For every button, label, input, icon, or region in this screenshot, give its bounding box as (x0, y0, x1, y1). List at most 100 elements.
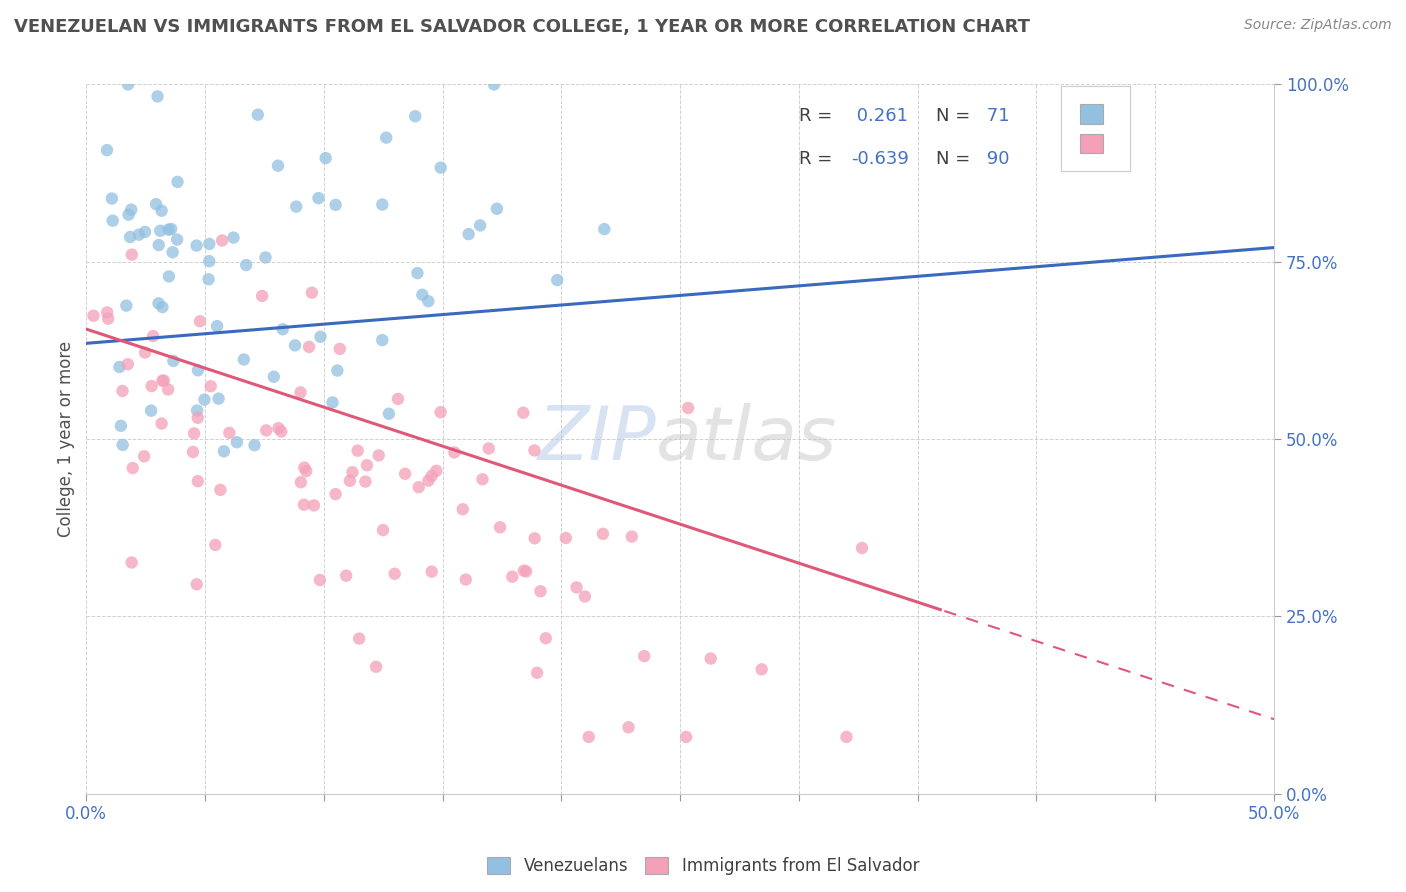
Point (97, 311, 120, 326)
Point (513, 564, 536, 578)
Point (489, 520, 512, 534)
Point (211, 234, 233, 248)
Point (308, 191, 330, 205)
Point (120, 202, 142, 217)
Point (148, 238, 170, 252)
Point (225, 435, 247, 450)
Legend: Venezuelans, Immigrants from El Salvador: Venezuelans, Immigrants from El Salvador (486, 856, 920, 875)
Point (197, 272, 219, 286)
Point (157, 269, 180, 284)
Point (160, 222, 183, 236)
Point (523, 443, 546, 458)
Point (411, 287, 433, 301)
Point (471, 472, 494, 486)
Text: atlas: atlas (657, 403, 838, 475)
Point (325, 487, 347, 501)
Point (82, 309, 104, 323)
Point (149, 224, 172, 238)
Point (295, 464, 318, 478)
Point (101, 213, 124, 227)
Point (157, 383, 180, 397)
Point (285, 200, 308, 214)
Point (309, 330, 332, 344)
Point (292, 460, 315, 475)
Point (451, 502, 474, 516)
Point (96, 143, 118, 157)
Point (270, 425, 292, 439)
Point (271, 322, 294, 336)
Point (371, 523, 394, 537)
Point (302, 499, 325, 513)
Point (209, 483, 232, 497)
Point (593, 222, 616, 236)
Point (162, 245, 184, 260)
Text: VENEZUELAN VS IMMIGRANTS FROM EL SALVADOR COLLEGE, 1 YEAR OR MORE CORRELATION CH: VENEZUELAN VS IMMIGRANTS FROM EL SALVADO… (14, 18, 1031, 36)
Point (145, 197, 167, 211)
Legend: , : , (1069, 93, 1123, 165)
Point (111, 384, 134, 398)
Point (457, 227, 479, 241)
Point (468, 219, 491, 233)
Text: -0.639: -0.639 (851, 150, 910, 168)
Point (101, 192, 124, 206)
Point (326, 363, 349, 377)
Point (162, 354, 184, 368)
Point (246, 108, 269, 122)
Point (121, 556, 143, 570)
Point (150, 417, 173, 431)
Point (187, 410, 209, 425)
Point (218, 425, 240, 440)
Point (308, 573, 330, 587)
Point (354, 475, 377, 489)
Point (134, 345, 156, 359)
Text: R =: R = (799, 107, 838, 126)
Point (482, 78, 505, 92)
Point (418, 474, 440, 488)
Point (198, 236, 221, 251)
Point (454, 573, 477, 587)
Point (546, 273, 568, 287)
Point (205, 319, 228, 334)
Point (339, 474, 361, 488)
Point (371, 197, 394, 211)
Text: N =: N = (935, 150, 976, 168)
Point (387, 392, 409, 406)
Point (120, 230, 142, 244)
Point (232, 352, 254, 367)
Point (501, 570, 523, 584)
Point (375, 130, 398, 145)
Point (134, 225, 156, 239)
Point (152, 374, 174, 388)
Text: 0.261: 0.261 (851, 107, 908, 126)
Point (110, 418, 132, 433)
Point (108, 359, 131, 374)
Point (578, 730, 600, 744)
Point (187, 474, 209, 488)
Point (117, 208, 139, 222)
Y-axis label: College, 1 year or more: College, 1 year or more (58, 341, 75, 537)
Point (429, 161, 451, 175)
Point (284, 338, 307, 352)
Point (235, 258, 257, 272)
Point (529, 584, 551, 599)
Point (367, 449, 389, 463)
Point (429, 405, 451, 419)
Point (347, 632, 370, 646)
Point (166, 175, 188, 189)
Point (394, 467, 416, 481)
Point (371, 333, 394, 347)
Point (325, 198, 347, 212)
Point (418, 294, 440, 309)
Point (321, 395, 343, 409)
Text: 90: 90 (980, 150, 1010, 168)
Point (633, 649, 655, 664)
Point (152, 300, 174, 314)
Point (254, 423, 277, 437)
Point (534, 631, 557, 645)
Point (193, 392, 215, 407)
Text: N =: N = (935, 107, 976, 126)
Point (620, 530, 643, 544)
Point (342, 465, 364, 479)
Point (188, 314, 211, 328)
Text: Source: ZipAtlas.com: Source: ZipAtlas.com (1244, 18, 1392, 32)
